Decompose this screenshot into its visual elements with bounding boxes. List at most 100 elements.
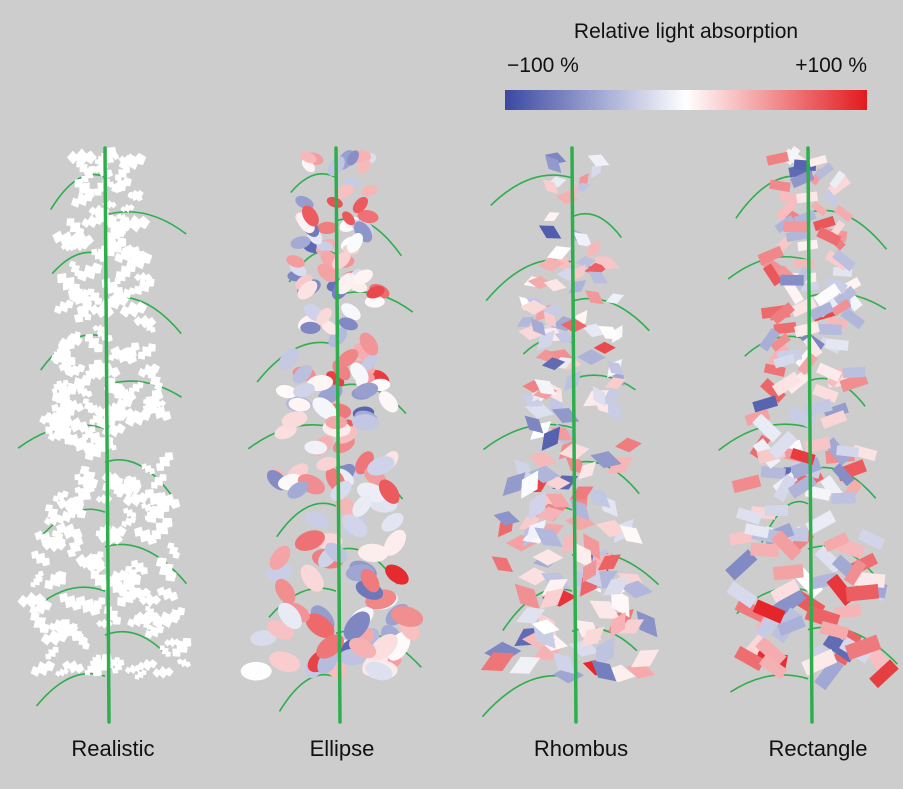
leaf <box>831 492 856 505</box>
leaf <box>92 324 108 334</box>
leaf <box>29 600 52 616</box>
leaf <box>91 248 106 262</box>
leaf <box>352 414 380 431</box>
leaf <box>128 253 152 267</box>
leaf <box>357 543 389 563</box>
leaf <box>518 326 544 341</box>
leaf <box>115 166 130 181</box>
leaf <box>582 559 597 583</box>
leaf <box>297 280 318 300</box>
leaf <box>95 494 113 505</box>
leaf <box>528 491 547 521</box>
leaf <box>773 473 797 503</box>
branch <box>104 543 188 585</box>
leaf <box>610 587 630 618</box>
leaf <box>269 651 301 672</box>
branch <box>502 588 573 631</box>
leaf <box>366 285 385 299</box>
leaf <box>502 472 526 496</box>
leaf <box>120 204 135 213</box>
leaf <box>760 466 786 480</box>
branch <box>490 174 573 206</box>
leaf <box>543 212 560 222</box>
leaf <box>74 486 90 499</box>
leaf <box>51 380 63 394</box>
leaf <box>778 191 800 204</box>
leaf <box>341 303 361 321</box>
plant-label-realistic: Realistic <box>71 736 155 761</box>
leaf <box>317 221 338 235</box>
leaf <box>842 366 866 379</box>
leaf <box>337 349 359 368</box>
leaf <box>514 459 533 479</box>
branch <box>268 587 337 618</box>
leaf <box>62 660 85 674</box>
leaf <box>385 564 409 585</box>
leaf <box>602 577 630 596</box>
leaf <box>840 307 865 330</box>
leaf <box>515 607 546 624</box>
leaf <box>769 179 791 192</box>
leaf <box>758 654 788 680</box>
stem <box>103 146 111 724</box>
leaf <box>759 327 780 352</box>
leaf <box>155 557 177 582</box>
leaf <box>116 573 142 595</box>
leaf <box>89 413 103 426</box>
leaf <box>330 480 352 501</box>
leaf <box>820 410 848 429</box>
branch <box>278 673 337 712</box>
branch <box>481 674 573 718</box>
leaf <box>131 559 148 575</box>
leaf <box>575 256 596 268</box>
leaf <box>615 437 642 453</box>
plant-ellipse <box>240 146 424 724</box>
leaf <box>45 646 59 660</box>
leaf <box>68 433 95 455</box>
leaf <box>58 379 69 393</box>
leaf <box>595 636 615 668</box>
leaf <box>62 416 90 434</box>
leaf <box>610 612 626 638</box>
leaf <box>354 382 379 399</box>
leaf <box>350 362 369 385</box>
leaf <box>108 181 124 193</box>
leaf <box>520 299 548 315</box>
leaf <box>156 586 179 602</box>
leaf <box>783 221 807 233</box>
leaf <box>731 474 762 494</box>
leaf <box>79 557 106 573</box>
leaf <box>777 615 806 637</box>
leaf <box>294 530 325 551</box>
leaf <box>56 509 77 524</box>
leaf <box>347 150 359 166</box>
leaf <box>141 463 156 475</box>
plant-realistic <box>17 146 192 724</box>
leaf <box>305 613 335 639</box>
leaf <box>845 583 880 602</box>
leaf <box>524 415 544 434</box>
leaf <box>159 645 171 657</box>
leaf <box>596 519 628 538</box>
leaf <box>334 184 354 199</box>
leaf <box>336 272 355 295</box>
leaf <box>734 645 766 671</box>
leaf <box>87 288 103 305</box>
leaf <box>31 550 50 567</box>
leaf <box>843 558 867 586</box>
leaf <box>597 257 620 270</box>
leaf <box>53 353 69 365</box>
leaf <box>543 311 557 328</box>
leaf <box>278 347 299 371</box>
leaf <box>172 637 192 657</box>
leaf <box>744 523 770 539</box>
leaf <box>491 556 514 573</box>
leaf <box>63 399 85 413</box>
leaf <box>545 476 571 491</box>
stem <box>570 146 578 724</box>
leaf <box>576 349 606 366</box>
leaf <box>750 542 780 558</box>
leaf <box>17 591 47 610</box>
legend-color-bar <box>505 90 867 110</box>
